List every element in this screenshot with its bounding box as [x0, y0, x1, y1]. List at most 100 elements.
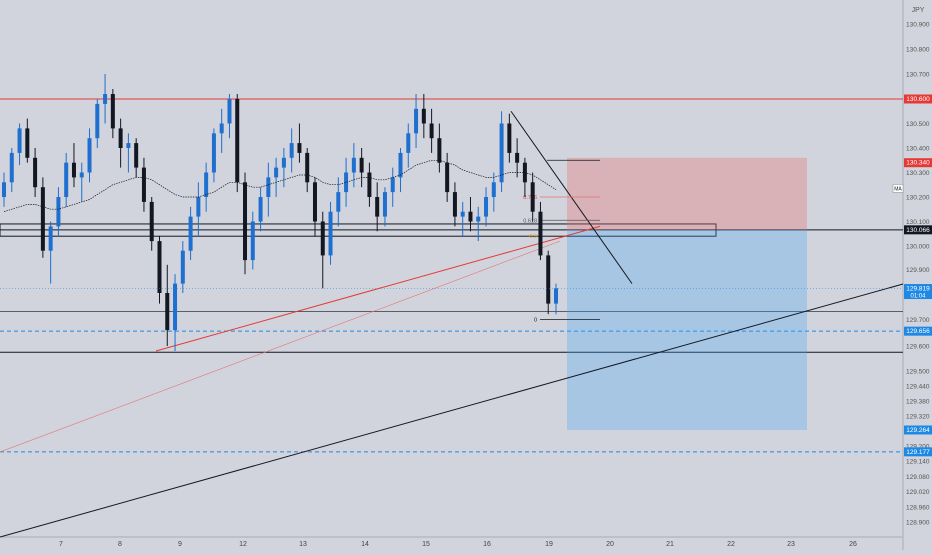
time-tick-label: 16	[483, 541, 491, 548]
candle-body	[297, 143, 302, 153]
candle-body	[421, 108, 426, 124]
candle-body	[266, 177, 271, 197]
price-tick-label: 128.960	[906, 504, 930, 511]
candle-body	[289, 143, 294, 158]
candle-body	[336, 192, 341, 212]
candle-body	[554, 288, 558, 304]
candle-body	[460, 211, 465, 217]
indicator-tag: MA	[894, 186, 902, 192]
time-tick-label: 9	[178, 541, 182, 548]
candle-body	[328, 211, 333, 256]
price-tick-label: 130.500	[906, 121, 930, 128]
candle-body	[9, 152, 14, 183]
price-tick-label: 129.020	[906, 489, 930, 496]
price-label-bg	[904, 425, 932, 435]
candle-body	[173, 283, 178, 331]
fib-label: 0.618	[523, 218, 537, 224]
candle-body	[250, 221, 255, 261]
candle-body	[40, 187, 45, 251]
candle-body	[499, 123, 504, 183]
currency-label: JPY	[912, 7, 925, 14]
candle-body	[126, 143, 131, 148]
indicator-tag-bg	[892, 184, 904, 193]
candle-body	[344, 172, 349, 193]
candle-body	[110, 94, 115, 129]
candle-body	[141, 167, 146, 202]
price-tick-label: 130.200	[906, 195, 930, 202]
price-tick-label: 129.600	[906, 344, 930, 351]
price-tick-label: 129.320	[906, 414, 930, 421]
candle-body	[165, 293, 170, 331]
candle-body	[351, 157, 356, 173]
time-tick-label: 22	[727, 541, 735, 548]
candle-body	[235, 99, 240, 183]
price-label-bg	[904, 284, 932, 300]
candle-body	[188, 216, 193, 251]
candle-body	[530, 182, 535, 212]
time-tick-label: 12	[239, 541, 247, 548]
time-tick-label: 21	[666, 541, 674, 548]
candle-body	[515, 152, 520, 163]
candle-body	[429, 123, 434, 139]
candle-body	[398, 152, 403, 178]
candle-body	[445, 162, 450, 193]
price-label: 129.819	[906, 286, 930, 293]
price-tick-label: 130.300	[906, 170, 930, 177]
candle-body	[71, 162, 76, 178]
time-tick-label: 13	[299, 541, 307, 548]
candle-body	[390, 177, 395, 193]
price-tick-label: 130.100	[906, 219, 930, 226]
candle-body	[56, 197, 61, 227]
fib-label: 0.5	[529, 234, 537, 240]
candle-body	[507, 123, 512, 153]
price-tick-label: 129.200	[906, 444, 930, 451]
candle-body	[258, 197, 263, 222]
candle-body	[320, 221, 325, 256]
candle-body	[414, 108, 419, 134]
range-box	[0, 223, 717, 237]
candle-body	[149, 201, 154, 242]
price-label: 129.177	[906, 449, 930, 456]
price-tick-label: 129.380	[906, 399, 930, 406]
price-label-bg	[904, 326, 932, 336]
candle-body	[281, 157, 286, 168]
stop-loss-zone	[567, 157, 807, 230]
faint-trendline	[0, 240, 561, 453]
candle-body	[103, 94, 108, 104]
candle-body	[2, 182, 6, 197]
price-label: 129.656	[906, 328, 930, 335]
long-trendline	[0, 283, 904, 538]
candle-body	[211, 133, 216, 173]
candle-body	[305, 152, 310, 183]
price-tick-label: 130.800	[906, 47, 930, 54]
price-tick-label: 130.900	[906, 22, 930, 29]
candle-body	[33, 157, 38, 188]
price-label-countdown: 01:04	[910, 294, 926, 300]
candle-body	[367, 172, 372, 197]
fib-label: 0	[534, 318, 537, 324]
price-label-bg	[904, 447, 932, 457]
price-label-bg	[904, 225, 932, 235]
price-label: 130.066	[906, 227, 930, 234]
candle-body	[48, 226, 53, 251]
price-tick-label: 130.400	[906, 146, 930, 153]
candle-body	[484, 197, 489, 217]
time-tick-label: 15	[422, 541, 430, 548]
price-label: 130.600	[906, 96, 930, 103]
take-profit-zone	[567, 229, 807, 430]
candle-body	[375, 197, 380, 217]
candle-body	[437, 138, 442, 163]
candle-body	[219, 123, 224, 134]
price-tick-label: 129.900	[906, 267, 930, 274]
descending-trendline	[510, 110, 633, 284]
price-tick-label: 129.080	[906, 474, 930, 481]
candle-body	[25, 128, 30, 158]
price-tick-label: 129.440	[906, 384, 930, 391]
candle-body	[476, 216, 481, 222]
time-tick-label: 7	[59, 541, 63, 548]
candle-body	[204, 172, 209, 197]
price-label-bg	[904, 158, 932, 168]
time-tick-label: 20	[606, 541, 614, 548]
